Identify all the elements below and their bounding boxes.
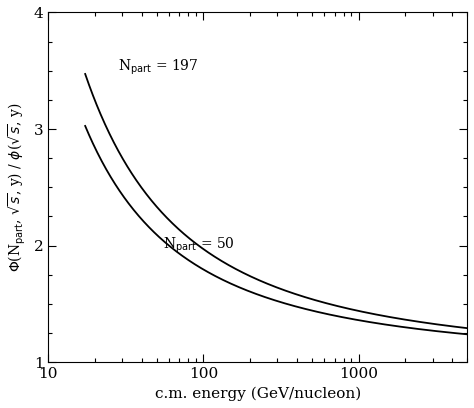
X-axis label: c.m. energy (GeV/nucleon): c.m. energy (GeV/nucleon) <box>155 387 361 401</box>
Text: N$_{\rm part}$ = 197: N$_{\rm part}$ = 197 <box>118 57 198 77</box>
Text: N$_{\rm part}$ = 50: N$_{\rm part}$ = 50 <box>163 236 235 255</box>
Y-axis label: $\Phi$(N$_{\rm part}$, $\sqrt{s}$, y) / $\phi$($\sqrt{s}$, y): $\Phi$(N$_{\rm part}$, $\sqrt{s}$, y) / … <box>7 102 28 272</box>
